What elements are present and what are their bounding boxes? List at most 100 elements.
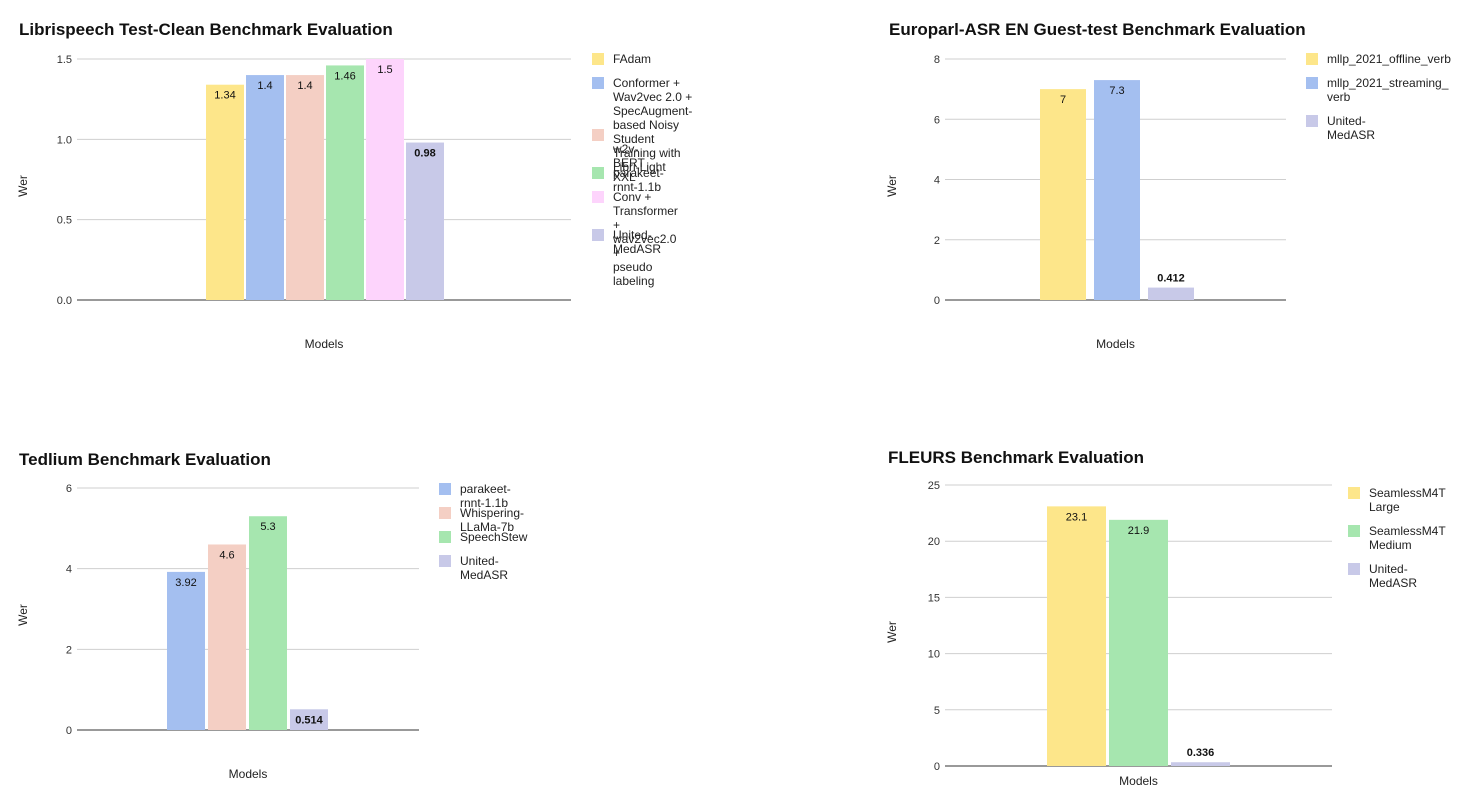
legend-label: United-MedASR (1327, 114, 1376, 142)
y-tick-label: 10 (928, 649, 940, 661)
data-label: 3.92 (175, 577, 196, 589)
bar (366, 59, 404, 300)
legend-item: SpeechStew (439, 530, 527, 544)
y-tick-label: 4 (66, 564, 72, 576)
bar (1171, 762, 1230, 766)
legend-swatch (1306, 77, 1318, 89)
y-tick-label: 0.5 (57, 215, 72, 227)
bar (1040, 89, 1086, 300)
bar (290, 709, 328, 730)
y-tick-label: 25 (928, 480, 940, 492)
y-axis-title: Wer (885, 175, 899, 197)
y-tick-label: 2 (934, 235, 940, 247)
data-label: 0.336 (1187, 747, 1215, 759)
y-tick-label: 2 (66, 644, 72, 656)
y-tick-label: 0 (934, 295, 940, 307)
fleurs-bar-chart: 0 5 10 15 20 25 Wer Models 23.1 21.9 0.336 (885, 480, 1332, 788)
bar (1094, 80, 1140, 301)
legend-label: w2v-BERT XXL (613, 142, 645, 184)
bar (1109, 519, 1168, 766)
data-label: 7 (1060, 94, 1066, 106)
legend-label: SeamlessM4T Large (1369, 486, 1446, 514)
legend-item: FAdam (592, 52, 651, 66)
legend-item: parakeet-rnnt-1.1b (592, 166, 664, 194)
y-tick-label: 20 (928, 536, 940, 548)
data-label: 0.412 (1157, 273, 1185, 285)
data-label: 7.3 (1109, 85, 1124, 97)
y-tick-label: 1.0 (57, 134, 72, 146)
y-axis-title: Wer (16, 604, 30, 626)
data-label: 5.3 (260, 521, 275, 533)
legend-swatch (592, 167, 604, 179)
legend-swatch (439, 555, 451, 567)
bar (1148, 287, 1194, 300)
y-tick-label: 6 (934, 114, 940, 126)
legend-swatch (592, 77, 604, 89)
legend-swatch (1348, 487, 1360, 499)
legend-item: w2v-BERT XXL (592, 128, 645, 184)
y-tick-label: 0.0 (57, 295, 72, 307)
x-axis-title: Models (1096, 337, 1135, 351)
legend-swatch (592, 129, 604, 141)
bar (208, 544, 246, 730)
fleurs-chart-panel: FLEURS Benchmark Evaluation 0 5 10 15 20 25 We… (870, 430, 1475, 801)
legend-item: SeamlessM4T Large (1348, 486, 1446, 514)
chart-title: Europarl-ASR EN Guest-test Benchmark Eva… (889, 20, 1306, 39)
legend-label: Conv + Transformer + wav2vec2.0 + pseudo… (613, 190, 678, 288)
legend-label: SpeechStew (460, 530, 528, 544)
data-label: 0.98 (414, 148, 435, 160)
data-label: 21.9 (1128, 525, 1149, 537)
legend-item: United-MedASR (1306, 114, 1375, 142)
chart-title: FLEURS Benchmark Evaluation (888, 448, 1145, 467)
bar (286, 75, 324, 300)
y-axis-title: Wer (16, 175, 30, 197)
legend-label: United-MedASR (613, 228, 662, 256)
y-tick-label: 1.5 (57, 54, 72, 66)
legend-item: Conv + Transformer + wav2vec2.0 + pseudo… (592, 190, 678, 288)
europarl-bar-chart: 0 2 4 6 8 Wer Models 7 7.3 0.412 (885, 54, 1286, 351)
legend-swatch (1348, 525, 1360, 537)
bar (249, 516, 287, 730)
tedlium-chart-panel: Tedlium Benchmark Evaluation 0 2 4 6 Wer Mode… (0, 430, 860, 801)
legend-swatch (592, 53, 604, 65)
data-label: 1.46 (334, 70, 355, 82)
legend-label: Conformer + Wav2vec 2.0 + SpecAugment-ba… (613, 76, 693, 174)
legend-item: mllp_2021_offline_verb (1306, 52, 1451, 66)
legend-label: Whispering-LLaMa-7b (460, 506, 525, 534)
librispeech-bar-chart: 0.0 0.5 1.0 1.5 Wer Models 1.34 1.4 1.4 1.46 1.5 0.… (16, 54, 571, 351)
legend-swatch (1306, 53, 1318, 65)
legend-swatch (592, 229, 604, 241)
legend-item: SeamlessM4T Medium (1348, 524, 1446, 552)
legend-label: parakeet-rnnt-1.1b (613, 166, 664, 194)
x-axis-title: Models (1119, 774, 1158, 788)
legend-item: Whispering-LLaMa-7b (439, 506, 524, 534)
legend-label: FAdam (613, 52, 652, 66)
legend-item: parakeet-rnnt-1.1b (439, 482, 511, 510)
legend-label: parakeet-rnnt-1.1b (460, 482, 511, 510)
legend-label: SeamlessM4T Medium (1369, 524, 1446, 552)
librispeech-chart-panel: Librispeech Test-Clean Benchmark Evaluat… (0, 0, 860, 400)
legend-item: mllp_2021_streaming_ verb (1306, 76, 1448, 104)
y-tick-label: 6 (66, 483, 72, 495)
y-tick-label: 8 (934, 54, 940, 66)
y-tick-label: 4 (934, 175, 940, 187)
data-label: 0.514 (295, 714, 323, 726)
bar (406, 142, 444, 300)
legend-item: Conformer + Wav2vec 2.0 + SpecAugment-ba… (592, 76, 692, 174)
y-tick-label: 0 (66, 725, 72, 737)
legend-label: mllp_2021_offline_verb (1327, 52, 1451, 66)
y-tick-label: 15 (928, 592, 940, 604)
bar (326, 65, 364, 300)
tedlium-bar-chart: 0 2 4 6 Wer Models 3.92 4.6 5.3 0.514 (16, 483, 419, 781)
y-tick-label: 0 (934, 761, 940, 773)
legend-swatch (439, 507, 451, 519)
legend-item: United-MedASR (592, 228, 661, 256)
legend-label: mllp_2021_streaming_ verb (1327, 76, 1449, 104)
legend-label: United-MedASR (460, 554, 509, 582)
legend-item: United-MedASR (1348, 562, 1417, 590)
europarl-chart-panel: Europarl-ASR EN Guest-test Benchmark Eva… (870, 0, 1475, 400)
y-axis-title: Wer (885, 621, 899, 643)
data-label: 1.34 (214, 90, 235, 102)
chart-title: Librispeech Test-Clean Benchmark Evaluat… (19, 20, 393, 39)
data-label: 1.5 (377, 64, 392, 76)
